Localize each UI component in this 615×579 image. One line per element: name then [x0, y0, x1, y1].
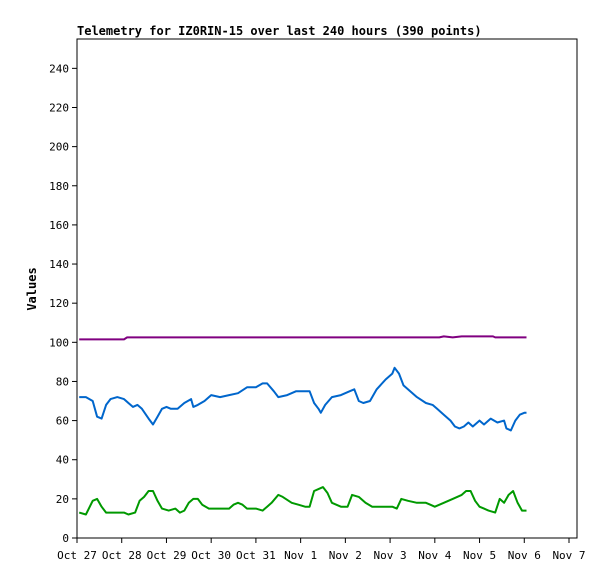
y-tick-label: 80 [56, 375, 69, 388]
y-tick-label: 160 [49, 219, 69, 232]
x-tick-label: Oct 31 [236, 549, 276, 562]
y-tick-label: 120 [49, 297, 69, 310]
x-tick-label: Nov 4 [418, 549, 451, 562]
x-tick-label: Oct 29 [147, 549, 187, 562]
y-tick-label: 40 [56, 454, 69, 467]
x-tick-label: Nov 3 [374, 549, 407, 562]
y-tick-label: 100 [49, 336, 69, 349]
y-tick-label: 200 [49, 141, 69, 154]
y-axis: 0 20 40 60 80 100 120 140 160 180 200 220 240 [49, 62, 77, 545]
chart-title: Telemetry for IZ0RIN-15 over last 240 ho… [77, 24, 482, 38]
x-tick-label: Nov 1 [284, 549, 317, 562]
y-tick-label: 20 [56, 493, 69, 506]
y-tick-label: 240 [49, 62, 69, 75]
series-line-2 [79, 366, 527, 432]
y-tick-label: 140 [49, 258, 69, 271]
y-tick-label: 60 [56, 415, 69, 428]
x-axis: Oct 27 Oct 28 Oct 29 Oct 30 Oct 31 Nov 1 Nov 2… [57, 538, 586, 562]
x-tick-label: Nov 2 [329, 549, 362, 562]
y-tick-label: 180 [49, 180, 69, 193]
x-tick-label: Nov 6 [508, 549, 541, 562]
series-line-1 [79, 335, 527, 341]
y-axis-label: Values [25, 267, 39, 310]
x-tick-label: Oct 28 [102, 549, 142, 562]
x-tick-label: Nov 7 [552, 549, 585, 562]
series-group [78, 335, 527, 516]
y-tick-label: 0 [62, 532, 69, 545]
x-tick-label: Nov 5 [463, 549, 496, 562]
y-tick-label: 220 [49, 101, 69, 114]
plot-area [76, 38, 578, 539]
series-line-3 [78, 486, 527, 516]
x-tick-label: Oct 30 [191, 549, 231, 562]
x-tick-label: Oct 27 [57, 549, 97, 562]
